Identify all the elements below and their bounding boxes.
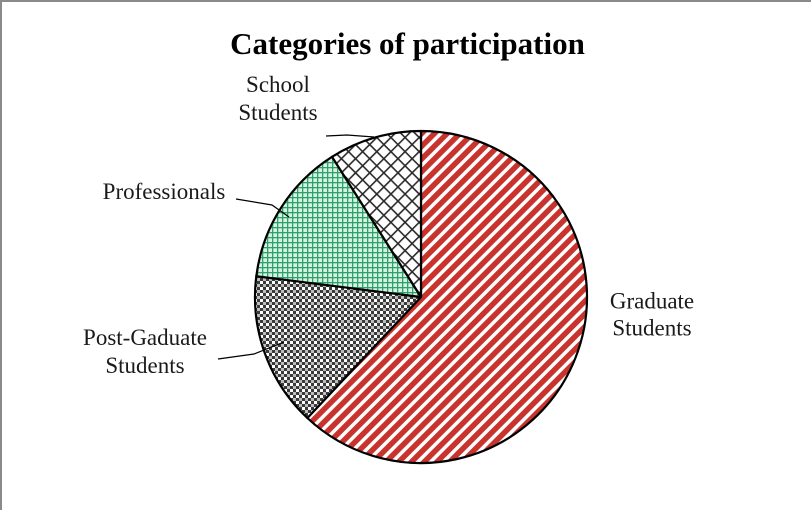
leader-line xyxy=(326,135,374,137)
slice-label-line: School xyxy=(246,72,310,97)
slice-label-line: Graduate xyxy=(610,289,694,314)
slice-label-line: Students xyxy=(105,353,184,378)
slice-label-line: Post-Gaduate xyxy=(83,325,207,350)
slice-label-professionals: Professionals xyxy=(103,179,226,204)
slice-label-post-gaduate-students: Post-Gaduate Students xyxy=(83,325,207,378)
pie-slices xyxy=(255,131,587,463)
slice-label-line: Students xyxy=(612,316,691,341)
slice-label-school-students: School Students xyxy=(238,72,317,125)
slice-label-line: Students xyxy=(238,100,317,125)
slice-label-line: Professionals xyxy=(103,179,226,204)
slice-label-graduate-students: Graduate Students xyxy=(610,289,694,341)
